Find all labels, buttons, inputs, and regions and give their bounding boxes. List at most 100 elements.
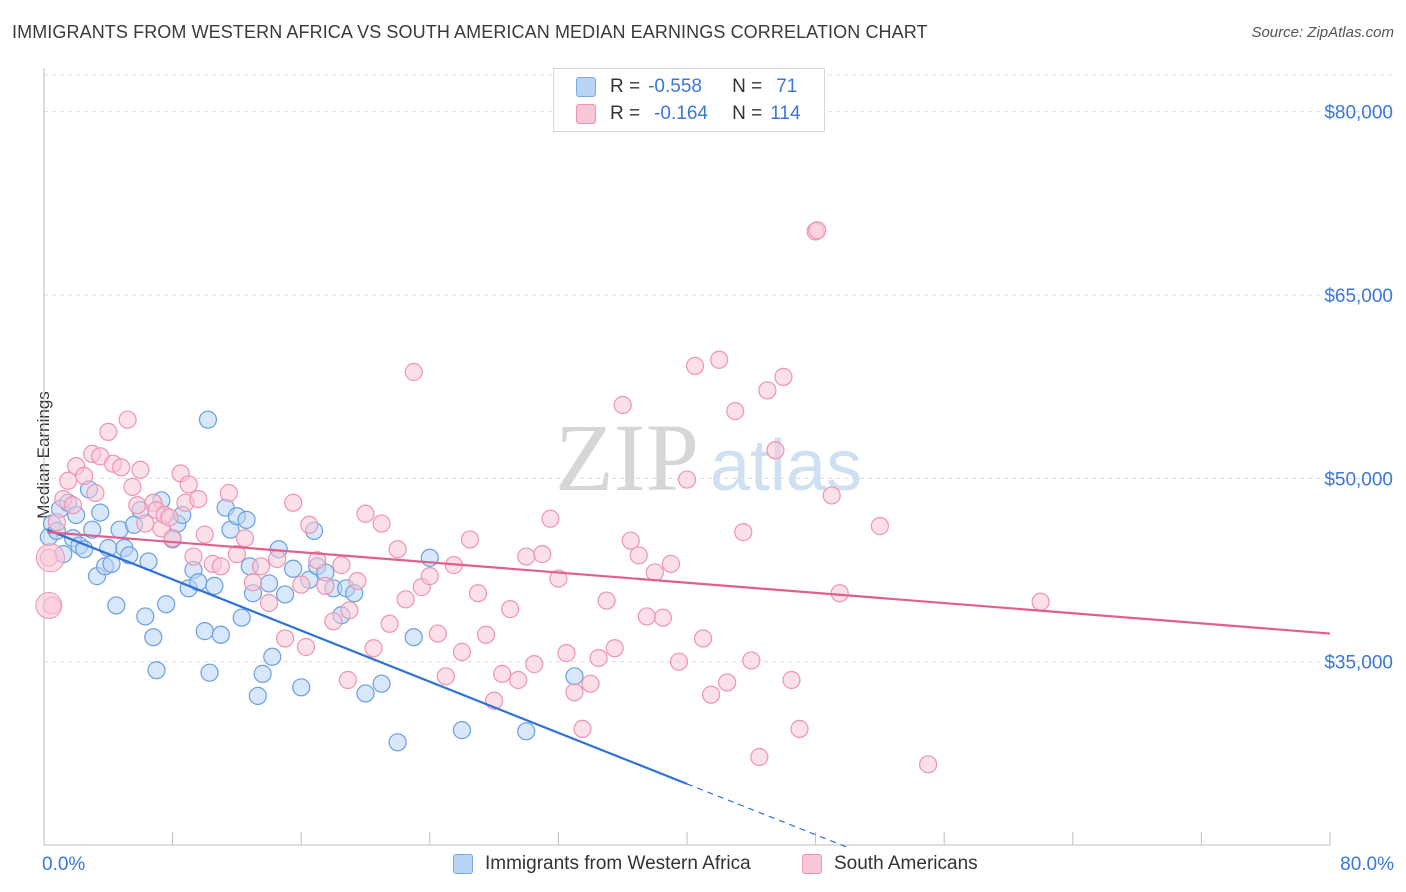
data-point [750,747,769,767]
data-point [189,490,208,509]
data-point [702,685,721,704]
data-point [533,545,552,564]
data-point [742,651,761,670]
data-point [726,402,745,421]
data-point [645,563,664,582]
data-point [248,686,267,705]
data-point [573,719,592,738]
legend-r-label: R = [610,76,641,97]
data-point [300,515,319,534]
data-point [404,362,423,382]
data-point [356,504,375,523]
data-point [179,475,198,494]
data-point [267,549,287,569]
data-point [157,595,176,614]
data-point [364,639,383,658]
data-point [420,567,439,586]
data-point [284,559,303,578]
data-point [549,569,568,588]
data-point [436,667,455,686]
data-point [47,513,66,532]
data-point [128,496,147,515]
y-tick-label: $50,000 [1324,469,1393,490]
data-point [613,395,632,415]
data-point [147,661,166,680]
data-point [517,547,536,566]
legend-swatch-blue [576,77,596,97]
data-point [99,422,118,441]
data-point [86,483,105,503]
data-point [251,557,271,576]
data-point [308,551,327,570]
legend-swatch-pink [576,104,596,124]
data-point [605,639,624,658]
data-point [822,486,841,505]
x-tick-label-max: 80.0% [1340,854,1394,875]
legend-row-south-americans: R = -0.164 N = 114 [576,102,801,126]
data-point [259,574,279,593]
data-point [581,674,600,693]
data-point [404,628,423,647]
legend-n-value: 114 [770,103,801,124]
legend-r-value: -0.558 [648,76,702,97]
data-point [525,655,544,674]
y-tick-label: $35,000 [1324,653,1393,674]
data-point [198,410,218,429]
bottom-legend-western-africa: Immigrants from Western Africa [453,852,751,876]
bottom-legend-label: Immigrants from Western Africa [485,853,751,874]
data-point [388,540,407,559]
data-point [205,576,224,595]
data-point [621,531,640,550]
data-point [107,596,126,615]
data-point [136,514,155,533]
correlation-legend: R = -0.558 N = 71 R = -0.164 N = 114 [553,68,825,132]
bottom-legend-label: South Americans [834,853,978,874]
data-point [372,514,391,533]
legend-r-value: -0.164 [654,103,708,124]
data-point [235,529,255,548]
y-tick-label: $65,000 [1324,286,1393,307]
watermark-zip: ZIP [555,404,699,511]
trend-line-western-africa-extension [686,783,848,849]
data-point [541,509,560,528]
bottom-legend-swatch-pink [802,854,822,874]
data-point [340,601,359,620]
data-point [452,642,472,661]
data-point [160,508,179,527]
data-point-large [35,543,65,573]
data-point [324,612,343,631]
data-point [565,667,584,686]
data-point [693,629,713,648]
data-point [637,607,656,626]
data-point [237,510,256,529]
data-point [452,721,472,740]
data-point [316,576,335,595]
x-tick-labels: 0.0% 80.0% [42,854,1394,875]
data-point [589,648,608,668]
data-point [227,545,246,564]
data-point [195,622,214,641]
data-point [348,571,367,591]
data-point [653,608,672,627]
data-point [380,614,399,633]
data-point [211,557,230,576]
data-point [774,367,793,386]
data-point [131,460,150,479]
watermark: ZIP atlas [555,404,862,511]
data-point [75,466,94,485]
data-point [144,628,163,647]
trend-lines [46,528,1331,849]
data-point [184,547,203,566]
data-point [219,483,238,503]
data-point [296,637,316,657]
data-point [211,625,230,644]
data-point [243,573,263,592]
data-point [476,625,496,644]
y-tick-labels: $35,000 $50,000 $65,000 $80,000 [1324,103,1393,674]
data-point [597,591,616,610]
data-point [356,684,375,703]
data-point [565,683,584,702]
x-tick-label-min: 0.0% [42,854,85,875]
data-point [557,644,576,663]
data-point [388,733,407,752]
